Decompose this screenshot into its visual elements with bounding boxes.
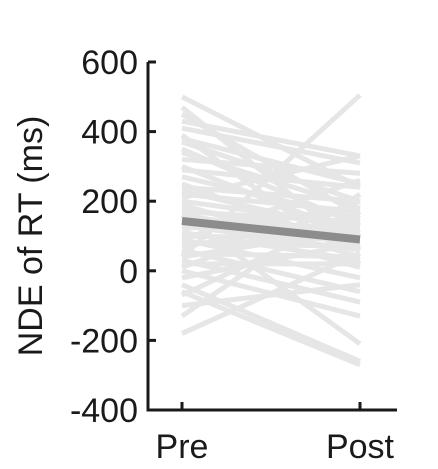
subject-line-48 <box>181 289 361 368</box>
subject-line-47 <box>181 177 361 242</box>
subject-line-18 <box>181 191 361 215</box>
subject-line-50 <box>180 213 362 346</box>
y-tick-label-200: 200 <box>81 183 138 221</box>
axes <box>146 62 397 412</box>
subject-line-40 <box>181 240 361 281</box>
subject-line-11 <box>181 156 361 176</box>
subject-line-5 <box>181 125 361 166</box>
y-tick-label--400: -400 <box>70 392 138 430</box>
x-tick-label-post: Post <box>326 428 395 466</box>
y-tick-label--200: -200 <box>70 322 138 360</box>
mean-line <box>181 217 361 244</box>
subject-line-44 <box>180 192 362 319</box>
y-tick-label-400: 400 <box>81 114 138 152</box>
y-tick-label-0: 0 <box>119 253 138 291</box>
y-axis-label: NDE of RT (ms) <box>12 116 50 357</box>
ticks: -400 -200 0 200 400 600 Pre Post <box>70 44 395 466</box>
subject-line-4 <box>181 118 361 159</box>
mean-line-group <box>181 217 361 244</box>
subject-line-49 <box>181 153 361 201</box>
x-tick-label-pre: Pre <box>156 428 209 466</box>
y-tick-label-600: 600 <box>81 44 138 82</box>
subject-line-45 <box>180 251 362 336</box>
subject-line-7 <box>181 136 361 187</box>
